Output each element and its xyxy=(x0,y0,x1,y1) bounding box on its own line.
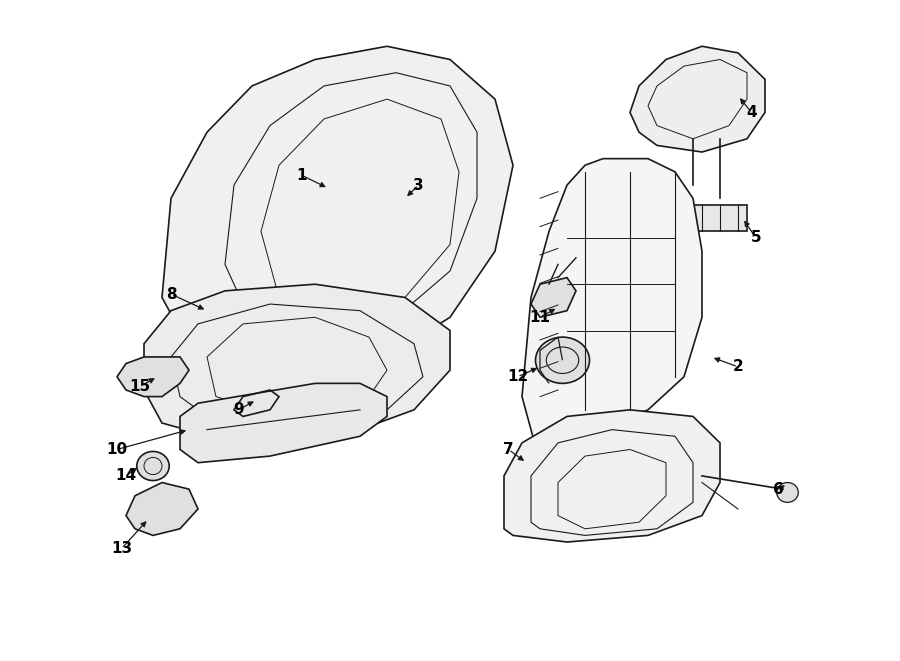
Text: 11: 11 xyxy=(529,310,551,325)
Text: 10: 10 xyxy=(106,442,128,457)
Polygon shape xyxy=(630,46,765,152)
Text: 3: 3 xyxy=(413,178,424,192)
Text: 6: 6 xyxy=(773,482,784,496)
Polygon shape xyxy=(162,46,513,377)
Text: 8: 8 xyxy=(166,287,176,301)
Text: 12: 12 xyxy=(507,369,528,384)
Text: 2: 2 xyxy=(733,360,743,374)
Text: 4: 4 xyxy=(746,105,757,120)
Text: 13: 13 xyxy=(111,541,132,556)
Text: 1: 1 xyxy=(296,168,307,182)
Text: 5: 5 xyxy=(751,231,761,245)
Ellipse shape xyxy=(137,451,169,481)
Polygon shape xyxy=(504,410,720,542)
Polygon shape xyxy=(126,483,198,535)
Ellipse shape xyxy=(536,337,590,383)
Polygon shape xyxy=(531,278,576,317)
Text: 9: 9 xyxy=(233,403,244,417)
Polygon shape xyxy=(522,159,702,463)
FancyBboxPatch shape xyxy=(684,205,747,231)
Polygon shape xyxy=(144,284,450,443)
Text: 7: 7 xyxy=(503,442,514,457)
Polygon shape xyxy=(117,357,189,397)
Text: 14: 14 xyxy=(115,469,137,483)
Polygon shape xyxy=(180,383,387,463)
Text: 15: 15 xyxy=(129,379,150,394)
Ellipse shape xyxy=(777,483,798,502)
